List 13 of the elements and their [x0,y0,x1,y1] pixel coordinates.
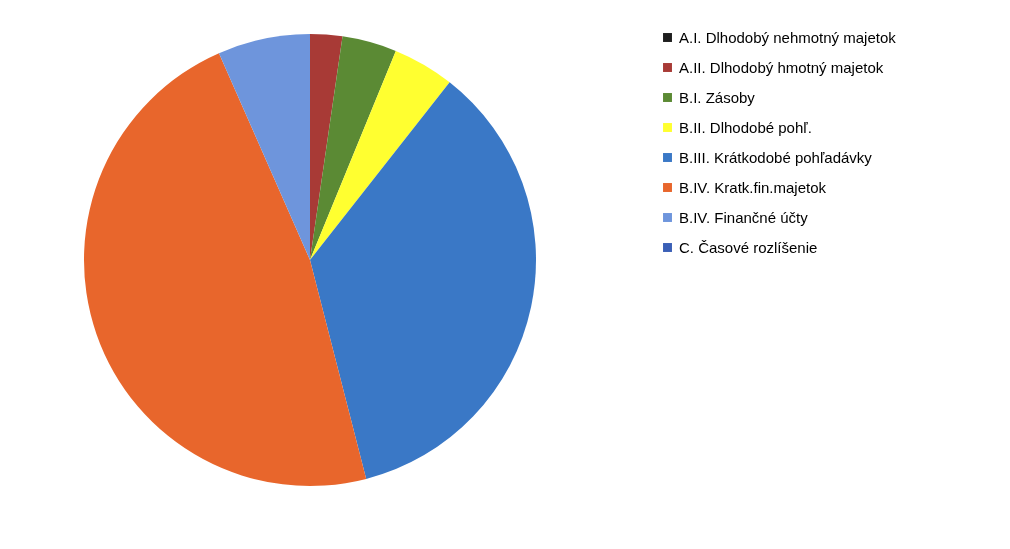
pie-slice [310,36,396,260]
pie-slice [310,50,450,260]
legend-label: C. Časové rozlíšenie [679,238,818,256]
pie-slice [310,82,536,479]
legend-label: B.II. Dlhodobé pohľ. [679,118,812,136]
legend-label: B.IV. Finančné účty [679,208,809,226]
legend-label: B.III. Krátkodobé pohľadávky [679,148,873,166]
legend-label: B.IV. Kratk.fin.majetok [679,178,827,196]
pie-slice [218,34,310,260]
pie-slice [84,53,367,486]
legend-label: B.I. Zásoby [679,88,756,106]
legend-label: A.I. Dlhodobý nehmotný majetok [679,28,897,46]
legend-label: A.II. Dlhodobý hmotný majetok [679,58,884,76]
